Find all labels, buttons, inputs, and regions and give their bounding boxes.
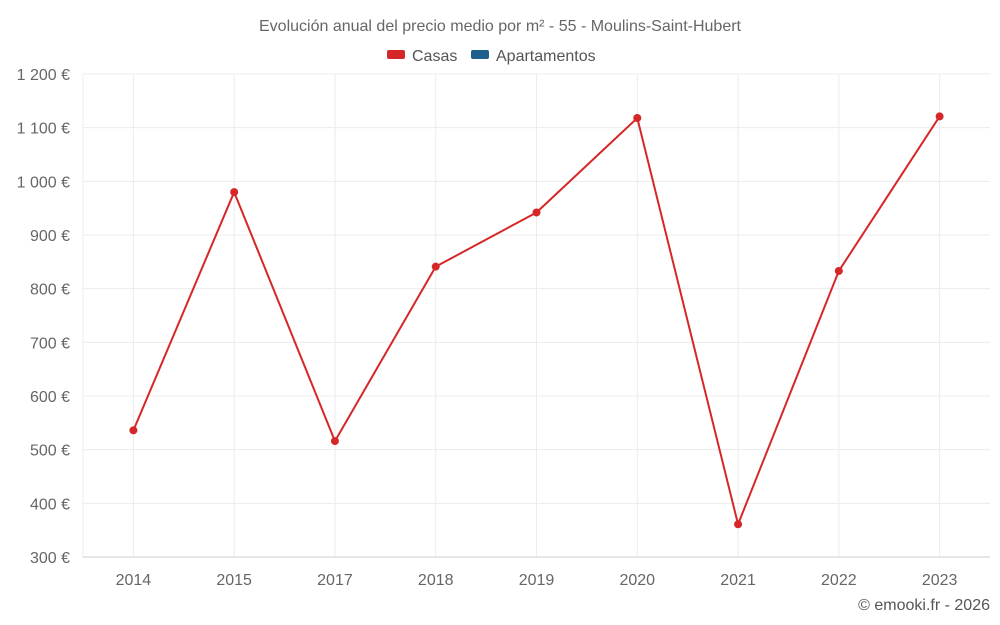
data-point[interactable] [834,266,843,275]
chart-legend: Casas Apartamentos [387,48,596,65]
y-tick-label: 800 € [30,282,70,299]
chart-title: Evolución anual del precio medio por m² … [259,18,742,35]
legend-swatch-casas [387,50,405,59]
x-tick-label: 2018 [418,572,454,589]
y-tick-label: 1 200 € [17,67,70,84]
data-point[interactable] [330,437,339,446]
y-tick-label: 1 100 € [17,121,70,138]
chart-series [129,112,944,529]
y-axis: 300 € 400 € 500 € 600 € 700 € 800 € 900 € 1 000… [17,67,70,567]
data-point[interactable] [633,114,642,123]
x-tick-label: 2020 [619,572,655,589]
credit-text: © emooki.fr - 2026 [858,597,990,614]
x-tick-label: 2017 [317,572,353,589]
data-point[interactable] [129,426,138,435]
x-tick-label: 2022 [821,572,857,589]
x-tick-label: 2019 [519,572,555,589]
data-point[interactable] [935,112,944,121]
x-tick-label: 2023 [922,572,958,589]
chart-grid [82,73,990,557]
data-point[interactable] [230,188,239,197]
y-tick-label: 300 € [30,550,70,567]
legend-label-apartamentos[interactable]: Apartamentos [496,48,596,65]
y-tick-label: 500 € [30,443,70,460]
x-tick-label: 2021 [720,572,756,589]
legend-swatch-apartamentos [471,50,489,59]
x-tick-label: 2014 [116,572,152,589]
data-point[interactable] [734,520,743,529]
data-point[interactable] [431,262,440,271]
y-tick-label: 700 € [30,335,70,352]
y-tick-label: 900 € [30,228,70,245]
y-tick-label: 400 € [30,496,70,513]
y-tick-label: 1 000 € [17,174,70,191]
x-tick-label: 2015 [216,572,252,589]
y-tick-label: 600 € [30,389,70,406]
legend-label-casas[interactable]: Casas [412,48,457,65]
data-point[interactable] [532,208,541,217]
x-axis: 2014 2015 2017 2018 2019 2020 2021 2022 2023 [83,556,990,589]
